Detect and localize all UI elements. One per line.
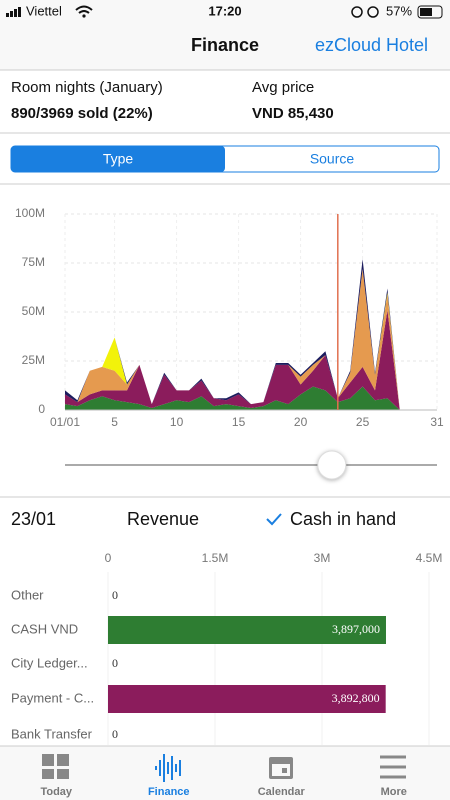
bar	[108, 616, 386, 644]
y-tick-label: 25M	[22, 353, 45, 367]
clock: 17:20	[208, 3, 241, 18]
bar	[108, 685, 386, 713]
value-label: 0	[112, 588, 118, 602]
tab-bar	[0, 746, 450, 800]
category-label: Other	[11, 587, 44, 602]
finance-icon	[155, 754, 181, 782]
x-tick-label: 5	[111, 415, 118, 429]
x-tick-label: 4.5M	[416, 551, 443, 565]
x-tick-label: 10	[170, 415, 184, 429]
value-label: 3,892,800	[332, 691, 380, 705]
header-bg	[0, 0, 450, 70]
segment[interactable]: Source	[310, 151, 355, 167]
x-tick-label: 0	[105, 551, 112, 565]
signal-icon	[6, 7, 21, 17]
segment[interactable]: Type	[103, 151, 134, 167]
category-label: Payment - C...	[11, 690, 94, 705]
tab-label[interactable]: Finance	[148, 786, 190, 798]
x-tick-label: 31	[430, 415, 444, 429]
battery-level	[420, 8, 432, 16]
nav-title: Finance	[191, 35, 259, 55]
x-tick-label: 1.5M	[202, 551, 229, 565]
value-label: 0	[112, 656, 118, 670]
category-label: CASH VND	[11, 621, 78, 636]
detail-date: 23/01	[11, 509, 56, 529]
y-tick-label: 0	[38, 402, 45, 416]
x-tick-label: 20	[294, 415, 308, 429]
area	[65, 386, 400, 410]
category-label: Bank Transfer	[11, 726, 93, 741]
detail-filter[interactable]: Cash in hand	[290, 509, 396, 529]
y-tick-label: 50M	[22, 304, 45, 318]
wifi-dot	[82, 14, 86, 18]
segment-selected	[11, 146, 225, 172]
stat-label: Room nights (January)	[11, 79, 163, 96]
stat-label: Avg price	[252, 79, 314, 96]
wifi-icon	[75, 5, 93, 14]
more-icon	[380, 755, 406, 779]
calendar-icon	[269, 757, 293, 779]
tab-label[interactable]: Today	[40, 786, 72, 798]
battery-text: 57%	[386, 3, 412, 18]
slider-thumb[interactable]	[317, 450, 347, 480]
x-tick-label: 25	[356, 415, 370, 429]
x-tick-label: 15	[232, 415, 246, 429]
y-tick-label: 100M	[15, 206, 45, 220]
stat-value: 890/3969 sold (22%)	[11, 105, 153, 122]
nav-action[interactable]: ezCloud Hotel	[315, 35, 428, 55]
x-tick-label: 3M	[314, 551, 331, 565]
category-label: City Ledger...	[11, 655, 88, 670]
stat-value: VND 85,430	[252, 105, 334, 122]
value-label: 0	[112, 727, 118, 741]
check-icon	[266, 513, 282, 526]
lock-icon	[351, 6, 363, 18]
today-icon	[42, 754, 69, 779]
value-label: 3,897,000	[332, 622, 380, 636]
detail-metric[interactable]: Revenue	[127, 509, 199, 529]
tab-label[interactable]: Calendar	[258, 786, 306, 798]
battery-icon	[417, 5, 443, 19]
x-tick-label: 01/01	[50, 415, 80, 429]
carrier: Viettel	[26, 3, 62, 18]
alarm-icon	[367, 6, 379, 18]
y-tick-label: 75M	[22, 255, 45, 269]
area	[65, 310, 400, 410]
tab-label[interactable]: More	[381, 786, 407, 798]
